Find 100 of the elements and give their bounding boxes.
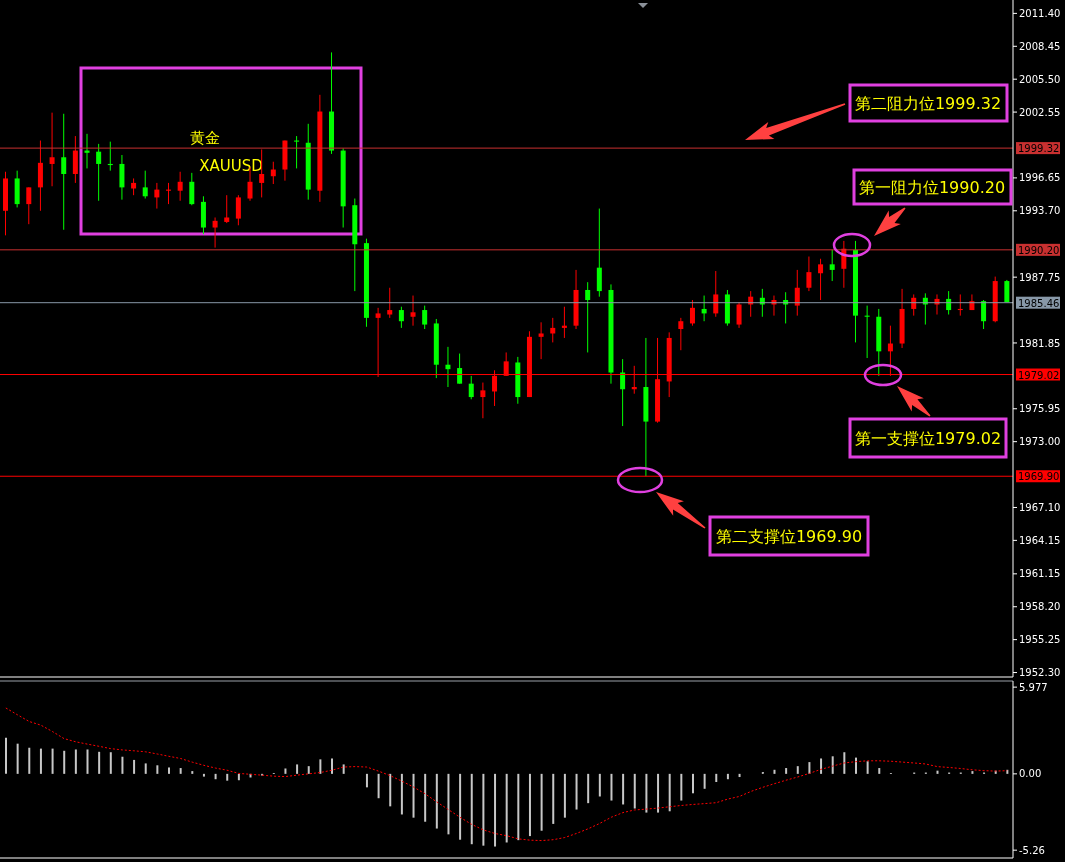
candlestick xyxy=(818,258,824,301)
candlestick xyxy=(235,194,241,226)
candlestick xyxy=(736,301,742,329)
bar xyxy=(540,773,543,831)
candlestick xyxy=(119,154,125,201)
bar xyxy=(796,766,799,774)
candlestick xyxy=(981,299,987,330)
bar xyxy=(16,743,19,774)
annotation: 第一阻力位1990.20 xyxy=(858,178,1006,197)
y-tick-label: 2002.55 xyxy=(1019,106,1061,118)
bar xyxy=(622,773,625,805)
bar xyxy=(377,773,380,799)
bar xyxy=(400,773,403,815)
y-tick-label: 1952.30 xyxy=(1019,667,1061,679)
bar xyxy=(691,773,694,794)
ref-line-label: 1969.90 xyxy=(1018,471,1060,483)
bar xyxy=(214,773,217,780)
annotation: 第一支撑位1979.02 xyxy=(854,429,1002,448)
candlestick xyxy=(585,281,591,353)
candlestick xyxy=(189,172,195,206)
ref-line-label: 1990.20 xyxy=(1018,244,1060,256)
bar xyxy=(517,773,520,841)
annotation: 第二支撑位1969.90 xyxy=(715,527,863,546)
bar xyxy=(936,770,939,774)
bar xyxy=(447,773,450,835)
bar xyxy=(39,748,42,774)
bar xyxy=(331,758,334,774)
bar xyxy=(319,759,322,774)
annotation: 黄金 xyxy=(190,129,220,147)
y-tick-label: 1967.10 xyxy=(1019,502,1061,514)
bar xyxy=(715,773,718,782)
bar xyxy=(459,773,462,840)
bar xyxy=(168,767,171,774)
bar xyxy=(202,773,205,777)
candlestick xyxy=(538,321,544,360)
bar xyxy=(121,756,124,774)
bar xyxy=(412,773,415,818)
candlestick xyxy=(61,113,67,231)
y-tick-label: 5.977 xyxy=(1019,681,1048,693)
bar xyxy=(563,773,566,818)
bar xyxy=(156,765,159,774)
bar xyxy=(284,768,287,774)
bar xyxy=(342,764,345,774)
candlestick xyxy=(387,287,393,319)
bar xyxy=(389,773,392,807)
bar xyxy=(773,769,776,774)
candlestick xyxy=(689,299,695,327)
candlestick xyxy=(49,112,55,187)
y-tick-label: 2008.45 xyxy=(1019,40,1061,52)
candlestick xyxy=(829,249,835,282)
y-tick-label: 1961.15 xyxy=(1019,568,1061,580)
bar xyxy=(610,773,613,801)
bar xyxy=(5,737,7,774)
bar xyxy=(866,761,869,774)
bar xyxy=(820,758,823,774)
y-tick-label: 1964.15 xyxy=(1019,534,1061,546)
bar xyxy=(28,747,31,774)
bar xyxy=(726,773,729,780)
bar xyxy=(470,773,473,845)
bar xyxy=(179,768,182,774)
bar xyxy=(63,750,66,774)
bar xyxy=(528,773,531,837)
y-tick-label: 1973.00 xyxy=(1019,436,1061,448)
y-tick-label: 1996.65 xyxy=(1019,172,1061,184)
candlestick xyxy=(212,216,218,249)
bar xyxy=(51,748,54,774)
y-tick-label: 1975.95 xyxy=(1019,403,1061,415)
bar xyxy=(237,773,240,781)
candlestick xyxy=(806,256,812,292)
bar xyxy=(971,771,974,774)
ref-line-label: 1979.02 xyxy=(1018,369,1060,381)
bar xyxy=(86,749,89,774)
bar xyxy=(424,773,427,822)
bar xyxy=(657,773,660,813)
bar xyxy=(680,773,683,801)
candlestick xyxy=(713,270,719,318)
bar xyxy=(365,773,368,788)
ref-line-label: 1985.46 xyxy=(1018,297,1060,309)
ref-line-label: 1999.32 xyxy=(1018,143,1060,155)
bar xyxy=(505,773,508,843)
bar xyxy=(191,771,194,774)
bar xyxy=(645,773,648,813)
bar xyxy=(133,759,136,774)
y-tick-label: 2005.50 xyxy=(1019,73,1061,85)
bar xyxy=(738,773,741,778)
bar xyxy=(587,773,590,804)
candlestick xyxy=(596,208,602,298)
candlestick xyxy=(84,133,90,169)
bar xyxy=(598,773,601,797)
candlestick xyxy=(457,353,463,385)
candlestick xyxy=(224,194,230,224)
candlestick xyxy=(270,161,276,185)
bar xyxy=(98,751,101,774)
bar xyxy=(435,773,438,829)
candlestick xyxy=(794,269,800,317)
bar xyxy=(226,773,229,781)
y-tick-label: -5.26 xyxy=(1019,844,1045,856)
bar xyxy=(878,768,881,774)
candlestick xyxy=(154,182,160,210)
bar xyxy=(109,752,112,774)
